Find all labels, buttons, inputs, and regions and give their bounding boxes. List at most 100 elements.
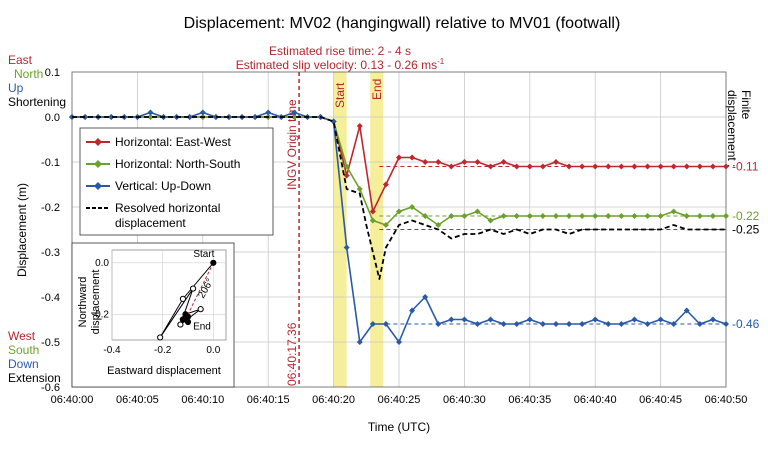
legend-label-resolved: Resolved horizontal: [115, 201, 220, 215]
y-tick-label: -0.6: [41, 382, 60, 394]
series-point-2: [696, 321, 703, 327]
inset-point: [179, 295, 187, 302]
series-point-2: [356, 339, 363, 345]
axis-ticks: 06:40:00 06:40:05 06:40:10 06:40:15 06:40:20…: [41, 67, 747, 406]
x-tick-label: 06:40:30: [443, 394, 486, 406]
series-point-2: [513, 321, 520, 327]
series-point-2: [82, 114, 89, 120]
inset-point: [210, 259, 217, 266]
inset-x-tick-label: -0.4: [103, 345, 121, 356]
legend-label-ud: Vertical: Up-Down: [115, 179, 211, 193]
series-point-2: [592, 316, 599, 323]
y-axis-label: Displacement (m): [15, 183, 29, 277]
y-tick-label: -0.2: [41, 202, 60, 214]
inset-point: [157, 334, 164, 341]
series-point-2: [147, 109, 154, 116]
series-point-2: [526, 316, 533, 323]
series-point-1: [382, 222, 389, 228]
inset-box: [71, 242, 235, 388]
series-point-2: [566, 321, 573, 327]
series-point-1: [291, 114, 298, 120]
series-point-2: [108, 114, 115, 120]
series-point-1: [657, 213, 664, 219]
x-tick-label: 06:40:35: [508, 394, 551, 406]
label-south: South: [8, 343, 39, 357]
finite-label-line-2: displacement :: [725, 90, 739, 167]
inset-point: [182, 316, 189, 323]
series-point-0: [474, 159, 481, 165]
finite-label-line-1: Finite: [739, 90, 753, 120]
legend-marker-ew: [94, 138, 102, 146]
legend-label-resolved-line-2: displacement: [115, 216, 186, 230]
series-point-0: [396, 154, 402, 161]
series-point-2: [409, 307, 416, 314]
series-point-0: [409, 154, 416, 161]
series-point-2: [186, 114, 193, 120]
series-point-0: [723, 163, 729, 170]
legend-marker-ud: [94, 182, 102, 190]
series-point-2: [709, 316, 716, 323]
series-point-1: [696, 213, 703, 219]
y-tick-label: -0.1: [41, 157, 60, 169]
series-line-3: [72, 116, 726, 280]
inset-y-tick-label: 0.0: [95, 258, 109, 269]
label-shortening: Shortening: [8, 95, 66, 109]
series-point-0: [487, 163, 494, 170]
y-tick-label: -0.5: [41, 337, 60, 349]
inset-y-label-1: Northward: [77, 277, 89, 328]
legend: Horizontal: East-West Horizontal: North-…: [79, 127, 274, 236]
series-point-1: [422, 213, 429, 219]
slip-velocity-annotation: Estimated slip velocity: 0.13 - 0.26 ms-…: [236, 57, 445, 72]
series-point-2: [369, 321, 376, 327]
series-point-0: [566, 163, 573, 170]
series-point-0: [644, 163, 651, 170]
x-tick-label: 06:40:10: [181, 394, 224, 406]
series-point-2: [487, 316, 494, 323]
slip-velocity-unit-exponent: -1: [437, 57, 445, 66]
series-point-1: [631, 213, 638, 219]
inset-end-label: End: [193, 322, 211, 333]
series-point-0: [552, 159, 559, 165]
final-label-1: -0.22: [732, 209, 760, 223]
label-down: Down: [8, 357, 39, 371]
label-west: West: [8, 329, 36, 343]
x-tick-label: 06:40:20: [312, 394, 355, 406]
series-point-1: [709, 213, 716, 219]
inset-x-label: Eastward displacement: [107, 365, 221, 377]
series-point-0: [513, 163, 520, 170]
series-point-2: [330, 118, 337, 125]
series-point-0: [448, 163, 455, 170]
inset-x-tick-label: -0.2: [154, 345, 172, 356]
series-point-1: [605, 213, 612, 219]
series-point-0: [670, 163, 677, 170]
series-point-1: [552, 213, 559, 219]
legend-label-ew: Horizontal: East-West: [115, 135, 231, 149]
series-point-2: [435, 321, 442, 327]
x-axis-label: Time (UTC): [368, 420, 430, 434]
series-point-2: [657, 316, 664, 323]
series-point-1: [683, 213, 690, 219]
inset-point: [189, 285, 197, 292]
label-extension: Extension: [8, 371, 61, 385]
series-point-0: [631, 163, 638, 170]
legend-marker-ns: [94, 160, 102, 168]
series-point-2: [644, 321, 651, 327]
series-point-0: [382, 181, 389, 188]
series-point-1: [579, 213, 586, 219]
series-point-1: [435, 222, 442, 228]
series-point-0: [369, 208, 376, 215]
end-window-label: End: [370, 79, 384, 100]
series-point-2: [252, 114, 259, 120]
series-point-0: [579, 163, 586, 170]
inset-y-tick-label: -0.2: [92, 309, 110, 320]
x-tick-label: 06:40:25: [378, 394, 421, 406]
x-tick-label: 06:40:50: [705, 394, 748, 406]
label-north: North: [14, 67, 43, 81]
series-point-1: [396, 208, 402, 215]
series-point-1: [448, 213, 455, 219]
series-point-0: [592, 163, 599, 170]
series-point-2: [422, 294, 429, 300]
series-point-2: [212, 114, 219, 120]
series-point-2: [396, 339, 402, 345]
